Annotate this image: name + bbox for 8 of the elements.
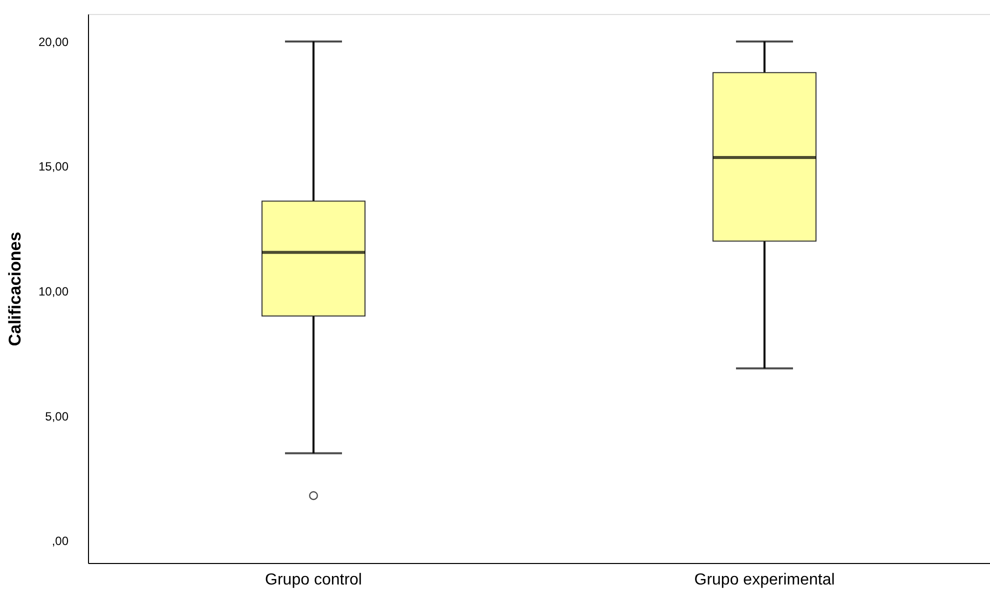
y-axis-title: Calificaciones — [5, 232, 24, 346]
y-tick-label: 20,00 — [38, 34, 69, 49]
y-tick-label: 15,00 — [38, 160, 69, 174]
y-tick-label: 5,00 — [45, 409, 69, 424]
x-tick-label: Grupo control — [265, 572, 362, 588]
y-tick-label: ,00 — [52, 534, 69, 548]
x-tick-label: Grupo experimental — [694, 572, 835, 588]
y-tick-label: 10,00 — [38, 284, 69, 298]
